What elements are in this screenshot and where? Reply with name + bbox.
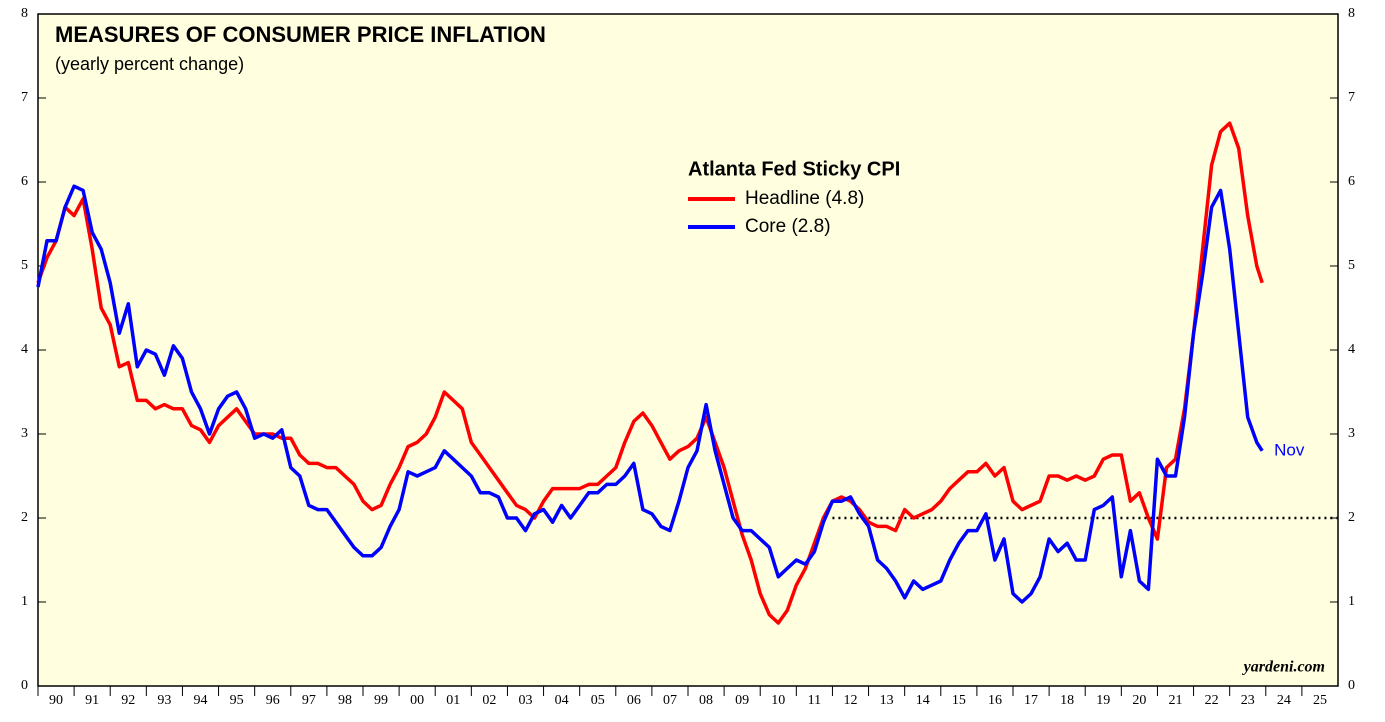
x-tick-label: 03: [519, 693, 533, 708]
x-tick-label: 01: [446, 693, 460, 708]
chart-title: MEASURES OF CONSUMER PRICE INFLATION: [55, 22, 546, 47]
x-tick-label: 91: [85, 693, 99, 708]
y2-tick-label: 6: [1348, 174, 1355, 189]
legend-label: Headline (4.8): [745, 188, 864, 209]
x-tick-label: 04: [555, 693, 569, 708]
x-tick-label: 08: [699, 693, 713, 708]
y-tick-label: 5: [21, 258, 28, 273]
y2-tick-label: 5: [1348, 258, 1355, 273]
x-tick-label: 15: [952, 693, 966, 708]
annotation: Nov: [1274, 440, 1305, 459]
series-line: [36, 184, 1264, 604]
x-tick-label: 00: [410, 693, 424, 708]
x-tick-label: 14: [916, 693, 930, 708]
x-tick-label: 10: [771, 693, 785, 708]
x-tick-label: 97: [302, 693, 316, 708]
x-tick-label: 25: [1313, 693, 1327, 708]
y2-tick-label: 3: [1348, 426, 1355, 441]
x-tick-label: 24: [1277, 693, 1291, 708]
y2-tick-label: 2: [1348, 510, 1355, 525]
y-tick-label: 3: [21, 426, 28, 441]
chart-subtitle: (yearly percent change): [55, 54, 244, 74]
y-tick-label: 2: [21, 510, 28, 525]
x-tick-label: 90: [49, 693, 63, 708]
y2-tick-label: 8: [1348, 6, 1355, 21]
y-tick-label: 1: [21, 594, 28, 609]
y-tick-label: 0: [21, 678, 28, 693]
x-tick-label: 21: [1169, 693, 1183, 708]
x-tick-label: 12: [844, 693, 858, 708]
y2-tick-label: 1: [1348, 594, 1355, 609]
x-tick-label: 02: [482, 693, 496, 708]
source: yardeni.com: [1242, 659, 1325, 676]
y-tick-label: 4: [21, 342, 28, 357]
x-tick-label: 19: [1096, 693, 1110, 708]
x-tick-label: 16: [988, 693, 1002, 708]
x-tick-label: 99: [374, 693, 388, 708]
x-tick-label: 22: [1205, 693, 1219, 708]
legend-label: Core (2.8): [745, 216, 831, 237]
x-tick-label: 92: [121, 693, 135, 708]
x-tick-label: 20: [1132, 693, 1146, 708]
x-tick-label: 93: [157, 693, 171, 708]
x-tick-label: 94: [194, 693, 208, 708]
x-tick-label: 07: [663, 693, 677, 708]
series-line: [36, 121, 1264, 625]
x-tick-label: 98: [338, 693, 352, 708]
legend-title: Atlanta Fed Sticky CPI: [688, 158, 900, 180]
x-tick-label: 17: [1024, 693, 1038, 708]
x-tick-label: 05: [591, 693, 605, 708]
x-tick-label: 11: [808, 693, 821, 708]
y2-tick-label: 0: [1348, 678, 1355, 693]
y-tick-label: 8: [21, 6, 28, 21]
y-tick-label: 6: [21, 174, 28, 189]
x-tick-label: 96: [266, 693, 280, 708]
x-tick-label: 09: [735, 693, 749, 708]
x-tick-label: 13: [880, 693, 894, 708]
x-tick-label: 23: [1241, 693, 1255, 708]
y2-tick-label: 4: [1348, 342, 1355, 357]
x-tick-label: 06: [627, 693, 641, 708]
x-tick-label: 95: [230, 693, 244, 708]
y2-tick-label: 7: [1348, 90, 1355, 105]
x-tick-label: 18: [1060, 693, 1074, 708]
y-tick-label: 7: [21, 90, 28, 105]
